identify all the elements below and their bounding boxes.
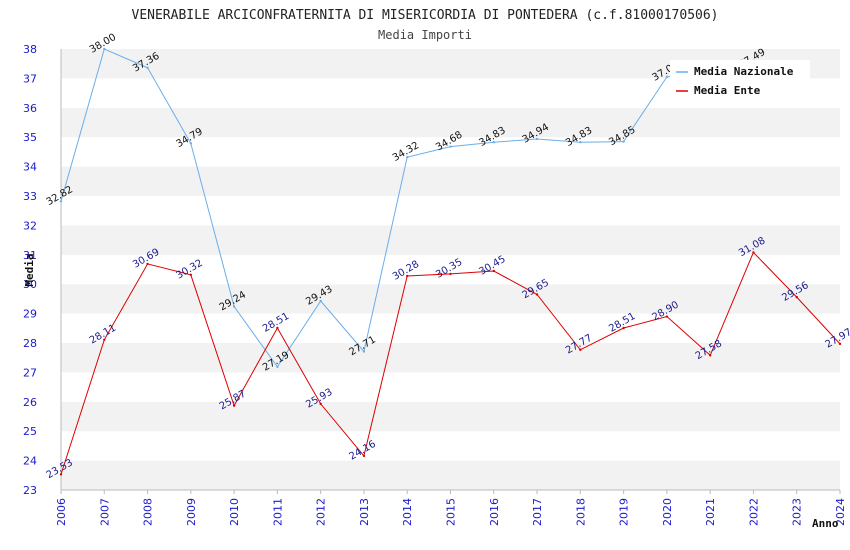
x-tick-label: 2022	[747, 498, 760, 526]
x-tick-label: 2019	[618, 498, 631, 526]
data-point	[449, 145, 452, 148]
y-tick-label: 23	[23, 484, 37, 497]
data-point	[665, 75, 669, 79]
x-tick-label: 2009	[185, 498, 198, 526]
grid-band	[61, 107, 840, 138]
grid-band	[61, 372, 840, 402]
data-point	[838, 342, 842, 346]
data-point	[795, 295, 798, 299]
grid-band	[61, 225, 840, 255]
data-point	[449, 272, 452, 276]
x-tick-label: 2010	[228, 498, 241, 526]
x-tick-label: 2011	[271, 498, 284, 526]
data-point	[59, 200, 63, 203]
legend-item-media-ente: Media Ente	[694, 84, 761, 97]
grid-band	[61, 166, 840, 196]
y-tick-label: 28	[23, 337, 37, 350]
y-tick-label: 32	[23, 219, 37, 232]
legend: Media Nazionale Media Ente	[670, 60, 810, 102]
x-tick-label: 2008	[142, 498, 155, 526]
x-axis-label: Anno	[812, 517, 839, 530]
grid-band	[61, 460, 840, 490]
y-tick-label: 30	[23, 278, 37, 291]
grid-band	[61, 196, 840, 226]
y-tick-label: 38	[23, 43, 37, 56]
grid-band	[61, 254, 840, 285]
x-tick-label: 2021	[704, 498, 717, 526]
data-point	[189, 273, 193, 276]
data-point	[276, 326, 279, 330]
grid-band	[61, 431, 840, 461]
y-tick-label: 25	[23, 425, 37, 438]
data-point	[622, 140, 625, 143]
grid-band	[61, 401, 840, 432]
grid-band	[61, 284, 840, 314]
data-point	[492, 269, 495, 273]
data-point	[189, 142, 193, 145]
x-tick-label: 2016	[488, 498, 501, 526]
grid-band	[61, 313, 840, 343]
x-tick-label: 2024	[834, 498, 847, 526]
x-tick-label: 2012	[315, 498, 328, 526]
y-tick-label: 35	[23, 131, 37, 144]
data-point	[752, 251, 755, 254]
data-point	[103, 47, 106, 51]
y-tick-label: 36	[23, 102, 37, 115]
y-tick-label: 33	[23, 190, 37, 203]
grid-band	[61, 343, 840, 373]
y-tick-label: 29	[23, 308, 37, 321]
data-point	[146, 262, 149, 266]
data-point	[622, 326, 625, 330]
data-point	[232, 404, 236, 407]
data-point	[579, 140, 582, 144]
chart-subtitle: Media Importi	[378, 28, 472, 42]
grid-bands	[61, 49, 840, 490]
series-line-media-nazionale	[60, 48, 754, 368]
data-point	[708, 354, 712, 357]
x-tick-label: 2007	[98, 498, 111, 526]
data-point	[319, 402, 322, 406]
data-point	[276, 365, 279, 369]
series-layer	[59, 47, 842, 476]
chart-title: VENERABILE ARCICONFRATERNITA DI MISERICO…	[132, 8, 719, 23]
x-tick-label: 2023	[791, 498, 804, 526]
legend-box	[670, 60, 810, 102]
data-point	[579, 348, 582, 351]
x-tick-label: 2006	[55, 498, 68, 526]
x-tick-label: 2015	[445, 498, 458, 526]
data-point	[146, 66, 149, 70]
data-point	[665, 315, 669, 318]
x-tick-label: 2013	[358, 498, 371, 526]
x-tick-label: 2020	[661, 498, 674, 526]
data-point	[59, 473, 63, 476]
x-tick-label: 2014	[401, 498, 414, 526]
data-point	[535, 137, 539, 141]
data-point	[232, 305, 236, 308]
data-point	[535, 293, 539, 296]
legend-item-media-nazionale: Media Nazionale	[694, 65, 794, 78]
y-tick-label: 26	[23, 396, 37, 409]
data-point	[406, 155, 409, 159]
data-point	[362, 454, 366, 458]
x-tick-label: 2018	[574, 498, 587, 526]
y-tick-label: 27	[23, 366, 37, 379]
y-tick-label: 31	[23, 249, 37, 262]
grid-band	[61, 137, 840, 167]
y-axis-ticks: 23 24 25 26 27 28 29 30 31 32 33 34 35 36 37 38	[23, 43, 37, 497]
data-point	[103, 338, 106, 341]
y-tick-label: 37	[23, 72, 37, 85]
y-tick-label: 34	[23, 161, 37, 174]
data-point	[406, 274, 409, 278]
data-point	[319, 299, 322, 303]
x-axis-ticks: 2006 2007 2008 2009 2010 2011 2012 2013 2014 2015…	[55, 490, 847, 526]
data-point	[362, 350, 366, 353]
y-axis-label: Media	[23, 253, 36, 286]
x-tick-label: 2017	[531, 498, 544, 526]
data-point	[492, 140, 495, 144]
y-tick-label: 24	[23, 455, 37, 468]
